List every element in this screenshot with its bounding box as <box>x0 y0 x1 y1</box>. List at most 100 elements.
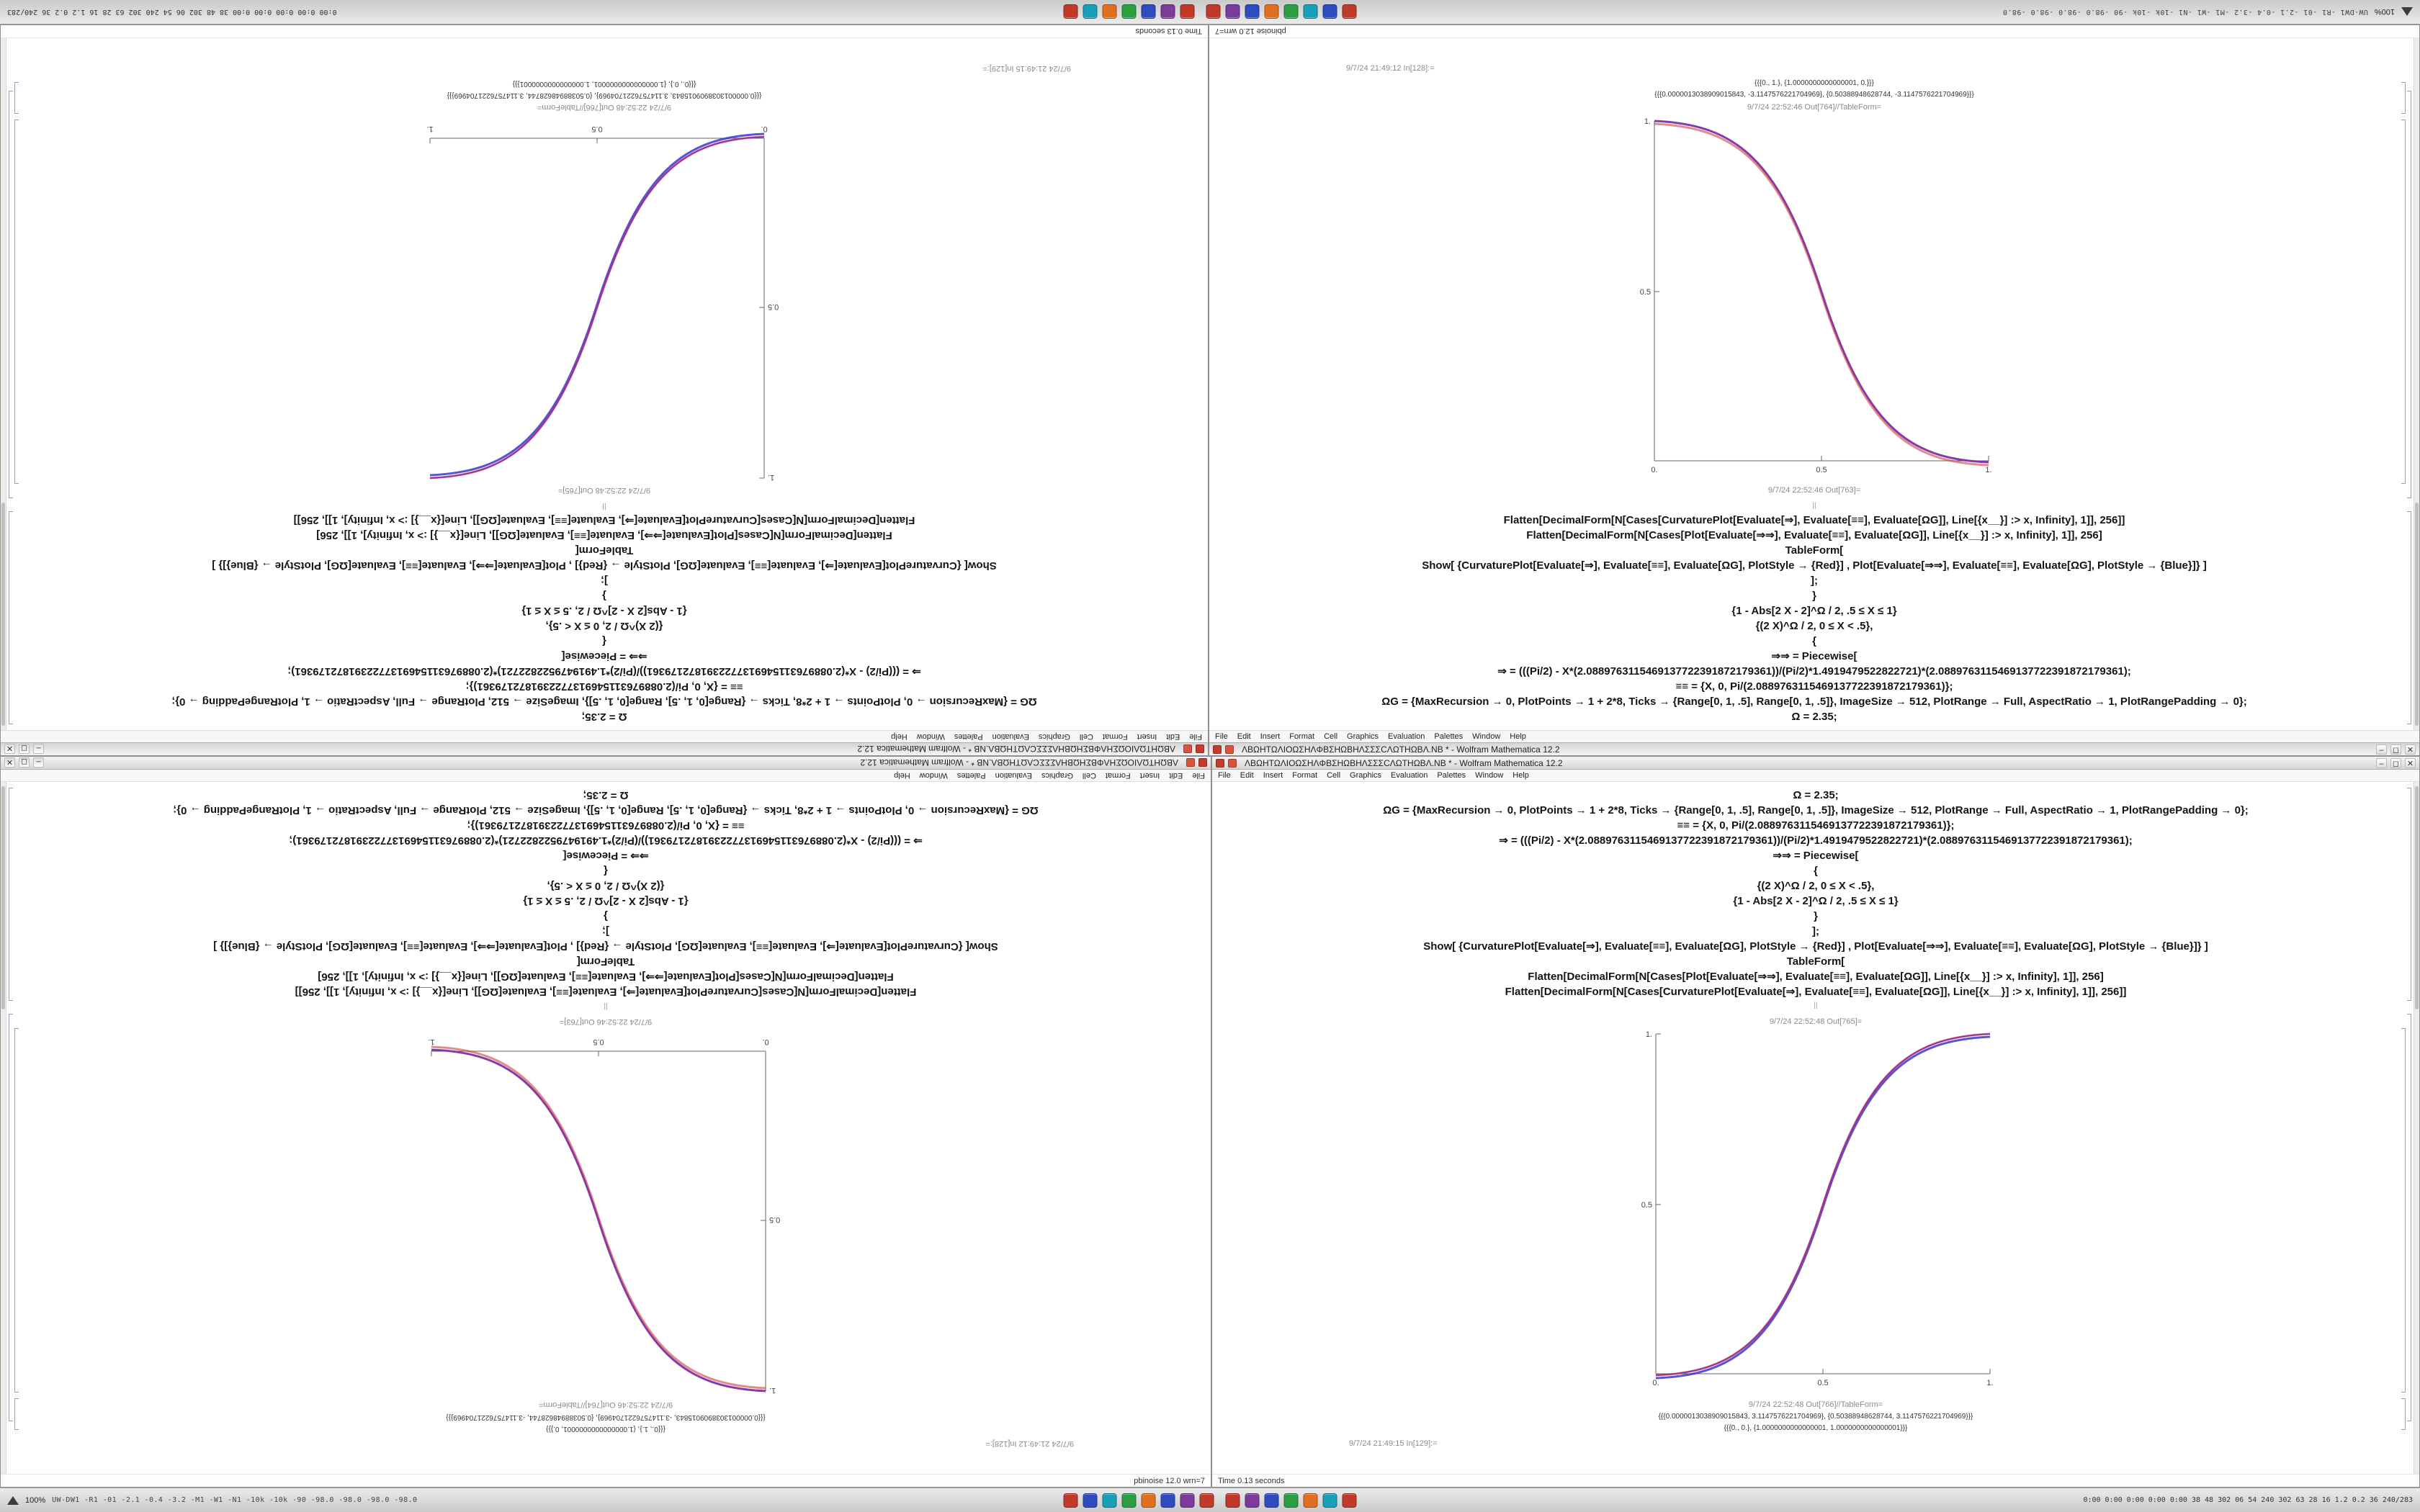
cell-insertion-bar[interactable]: || <box>1 1001 1211 1011</box>
code-line[interactable]: Ω = 2.35; <box>1212 788 2419 803</box>
menu-palettes[interactable]: Palettes <box>954 732 983 741</box>
menu-edit[interactable]: Edit <box>1169 771 1183 780</box>
maximize-button[interactable]: ◻ <box>19 758 30 768</box>
cell-bracket[interactable] <box>2401 1398 2406 1430</box>
notebook[interactable]: Ω = 2.35; ΩG = {MaxRecursion → 0, PlotPo… <box>1209 38 2419 730</box>
cell-bracket[interactable] <box>14 1398 19 1430</box>
cell-insertion-bar[interactable]: || <box>1212 1001 2419 1011</box>
menu-graphics[interactable]: Graphics <box>1039 732 1070 741</box>
code-line[interactable]: ]; <box>1209 573 2419 588</box>
minimize-button[interactable]: – <box>33 758 44 768</box>
code-line[interactable]: } <box>1 588 1208 603</box>
code-line[interactable]: ΩG = {MaxRecursion → 0, PlotPoints → 1 +… <box>1 803 1211 818</box>
code-line[interactable]: ΩG = {MaxRecursion → 0, PlotPoints → 1 +… <box>1 694 1208 709</box>
tray-app-icon[interactable] <box>1180 1493 1195 1508</box>
tray-app-icon[interactable] <box>1304 1493 1318 1508</box>
code-line[interactable]: Flatten[DecimalForm[N[Cases[CurvaturePlo… <box>1 513 1208 528</box>
vertical-scrollbar[interactable] <box>1 38 6 730</box>
tray-app-icon[interactable] <box>1265 1493 1279 1508</box>
scrollbar-thumb[interactable] <box>2415 503 2419 726</box>
menu-palettes[interactable]: Palettes <box>1437 771 1466 780</box>
code-line[interactable]: } <box>1209 588 2419 603</box>
menu-window[interactable]: Window <box>917 732 945 741</box>
plot-output-graphic[interactable]: 0. 0.5 1. 0.5 1. <box>1 1030 1211 1395</box>
code-line[interactable]: TableForm[ <box>1212 954 2419 969</box>
menu-edit[interactable]: Edit <box>1237 732 1251 741</box>
notebook[interactable]: Ω = 2.35; ΩG = {MaxRecursion → 0, PlotPo… <box>1 38 1208 730</box>
tray-app-icon[interactable] <box>1245 1493 1260 1508</box>
titlebar[interactable]: ΛΒΩΗΤΩΛΙΟΩΣΗΛΦΒΣΗΩΒΗΛΣΣΣCΛΩΤΗΩΒΛ.NB * - … <box>1 742 1208 755</box>
tray-app-icon[interactable] <box>1064 1493 1078 1508</box>
tray-app-icon[interactable] <box>1265 5 1279 19</box>
cell-bracket[interactable] <box>9 1014 13 1421</box>
code-line[interactable]: ΩG = {MaxRecursion → 0, PlotPoints → 1 +… <box>1209 694 2419 709</box>
plot-output-graphic[interactable]: 0. 0.5 1. 0.5 1. <box>1209 117 2419 482</box>
cell-bracket[interactable] <box>2401 1028 2406 1392</box>
menu-insert[interactable]: Insert <box>1260 732 1281 741</box>
menu-cell[interactable]: Cell <box>1324 732 1337 741</box>
close-button[interactable]: ✕ <box>2405 758 2416 768</box>
menu-graphics[interactable]: Graphics <box>1347 732 1379 741</box>
tray-app-icon[interactable] <box>1323 5 1337 19</box>
notebook[interactable]: Ω = 2.35; ΩG = {MaxRecursion → 0, PlotPo… <box>1212 782 2419 1474</box>
tray-app-icon[interactable] <box>1122 1493 1137 1508</box>
menu-file[interactable]: File <box>1192 771 1205 780</box>
code-line[interactable]: Flatten[DecimalForm[N[Cases[Plot[Evaluat… <box>1 528 1208 543</box>
menu-cell[interactable]: Cell <box>1083 771 1096 780</box>
menu-evaluation[interactable]: Evaluation <box>995 771 1032 780</box>
menu-insert[interactable]: Insert <box>1137 732 1157 741</box>
code-line[interactable]: ]; <box>1212 924 2419 939</box>
show-desktop-icon[interactable] <box>7 1496 19 1505</box>
tray-app-icon[interactable] <box>1103 1493 1117 1508</box>
vertical-scrollbar[interactable] <box>2414 38 2419 730</box>
cell-insertion-bar[interactable]: || <box>1 501 1208 511</box>
code-line[interactable]: Show[ {CurvaturePlot[Evaluate[⇒], Evalua… <box>1 939 1211 954</box>
code-line[interactable]: Show[ {CurvaturePlot[Evaluate[⇒], Evalua… <box>1209 558 2419 573</box>
zoom-level[interactable]: 100% <box>2375 8 2395 17</box>
code-line[interactable]: TableForm[ <box>1209 543 2419 558</box>
tray-app-icon[interactable] <box>1180 5 1195 19</box>
vertical-scrollbar[interactable] <box>1 782 6 1474</box>
code-line[interactable]: ≡≡ = {X, 0, Pi/(2.0889763115469137722391… <box>1209 679 2419 694</box>
tray-app-icon[interactable] <box>1206 5 1221 19</box>
code-line[interactable]: {1 - Abs[2 X - 2]^Ω / 2, .5 ≤ X ≤ 1} <box>1212 894 2419 909</box>
menu-format[interactable]: Format <box>1289 732 1314 741</box>
menu-window[interactable]: Window <box>1475 771 1503 780</box>
cell-bracket[interactable] <box>9 511 13 724</box>
scrollbar-thumb[interactable] <box>2415 786 2419 1009</box>
menu-format[interactable]: Format <box>1106 771 1131 780</box>
code-line[interactable]: {1 - Abs[2 X - 2]^Ω / 2, .5 ≤ X ≤ 1} <box>1 603 1208 618</box>
titlebar[interactable]: ΛΒΩΗΤΩΛΙΟΩΣΗΛΦΒΣΗΩΒΗΛΣΣΣCΛΩΤΗΩΒΛ.NB * - … <box>1209 742 2419 755</box>
close-button[interactable]: ✕ <box>4 744 15 755</box>
code-line[interactable]: Ω = 2.35; <box>1209 709 2419 724</box>
scrollbar-thumb[interactable] <box>1 503 5 726</box>
menu-help[interactable]: Help <box>1510 732 1526 741</box>
zoom-level[interactable]: 100% <box>25 1496 45 1505</box>
menu-window[interactable]: Window <box>1472 732 1500 741</box>
cell-insertion-bar[interactable]: || <box>1209 501 2419 511</box>
tray-app-icon[interactable] <box>1226 5 1240 19</box>
cell-bracket[interactable] <box>9 91 13 498</box>
code-line[interactable]: {1 - Abs[2 X - 2]^Ω / 2, .5 ≤ X ≤ 1} <box>1209 603 2419 618</box>
menu-window[interactable]: Window <box>920 771 948 780</box>
menu-graphics[interactable]: Graphics <box>1350 771 1381 780</box>
code-line[interactable]: ⇒⇒ = Piecewise[ <box>1209 649 2419 664</box>
tray-app-icon[interactable] <box>1284 1493 1299 1508</box>
code-line[interactable]: Show[ {CurvaturePlot[Evaluate[⇒], Evalua… <box>1 558 1208 573</box>
code-line[interactable]: ⇒ = (((Pi/2) - X*(2.08897631154691377223… <box>1209 664 2419 679</box>
titlebar[interactable]: ΛΒΩΗΤΩΛΙΟΩΣΗΛΦΒΣΗΩΒΗΛΣΣΣCΛΩΤΗΩΒΛ.NB * - … <box>1 757 1211 770</box>
minimize-button[interactable]: – <box>2376 744 2387 755</box>
code-line[interactable]: Flatten[DecimalForm[N[Cases[Plot[Evaluat… <box>1209 528 2419 543</box>
scrollbar-thumb[interactable] <box>1 786 5 1009</box>
code-line[interactable]: ⇒⇒ = Piecewise[ <box>1212 848 2419 863</box>
tray-app-icon[interactable] <box>1323 1493 1337 1508</box>
code-line[interactable]: {1 - Abs[2 X - 2]^Ω / 2, .5 ≤ X ≤ 1} <box>1 894 1211 909</box>
close-button[interactable]: ✕ <box>2405 744 2416 755</box>
code-line[interactable]: {(2 X)^Ω / 2, 0 ≤ X < .5}, <box>1212 878 2419 894</box>
code-line[interactable]: Show[ {CurvaturePlot[Evaluate[⇒], Evalua… <box>1212 939 2419 954</box>
code-line[interactable]: { <box>1 863 1211 878</box>
vertical-scrollbar[interactable] <box>2414 782 2419 1474</box>
tray-app-icon[interactable] <box>1064 5 1078 19</box>
code-line[interactable]: ≡≡ = {X, 0, Pi/(2.0889763115469137722391… <box>1 679 1208 694</box>
cell-bracket[interactable] <box>2401 82 2406 114</box>
